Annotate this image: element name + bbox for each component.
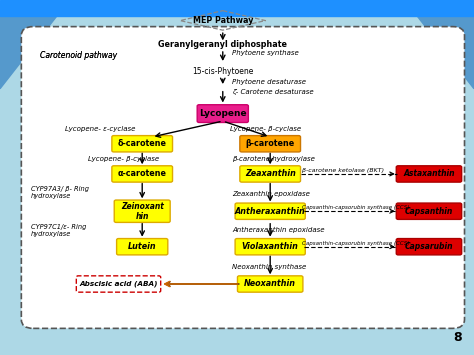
- Bar: [0, 0, 474, 16]
- Text: Abscisic acid (ABA): Abscisic acid (ABA): [79, 281, 158, 287]
- Text: Antheraxanthin: Antheraxanthin: [235, 207, 306, 216]
- Text: Lycopene- β-cyclase: Lycopene- β-cyclase: [230, 126, 301, 131]
- Text: β-carotene ketolase (BKT): β-carotene ketolase (BKT): [302, 168, 384, 173]
- Text: β-carotene hydroxylase: β-carotene hydroxylase: [232, 155, 315, 162]
- Text: 8: 8: [454, 331, 462, 344]
- Text: Zeaxanthin: Zeaxanthin: [245, 169, 296, 179]
- FancyBboxPatch shape: [235, 203, 305, 219]
- Text: Lycopene: Lycopene: [199, 109, 246, 118]
- Text: Capsanthin: Capsanthin: [405, 207, 453, 216]
- Text: δ-carotene: δ-carotene: [118, 139, 167, 148]
- FancyBboxPatch shape: [76, 276, 161, 292]
- Text: Capsanthin-capsorubin synthase (CCS): Capsanthin-capsorubin synthase (CCS): [302, 241, 410, 246]
- Text: CYP97A3/ β- Ring
hydroxylase: CYP97A3/ β- Ring hydroxylase: [31, 186, 89, 199]
- Text: β-carotene: β-carotene: [246, 139, 295, 148]
- Text: 15-cis-Phytoene: 15-cis-Phytoene: [192, 66, 254, 76]
- FancyBboxPatch shape: [117, 239, 168, 255]
- Text: CYP97C1/ε- Ring
hydroxylase: CYP97C1/ε- Ring hydroxylase: [31, 224, 86, 236]
- FancyBboxPatch shape: [237, 276, 303, 292]
- Text: Capsanthin-capsorubin synthase (CCS): Capsanthin-capsorubin synthase (CCS): [302, 205, 410, 210]
- FancyBboxPatch shape: [240, 136, 301, 152]
- FancyBboxPatch shape: [235, 239, 305, 255]
- FancyBboxPatch shape: [21, 27, 465, 328]
- Text: Lycopene- β-cyclase: Lycopene- β-cyclase: [88, 156, 159, 162]
- Text: Phytoene desaturase: Phytoene desaturase: [232, 78, 306, 85]
- FancyBboxPatch shape: [396, 203, 462, 219]
- Polygon shape: [417, 16, 474, 89]
- FancyBboxPatch shape: [240, 166, 301, 182]
- FancyBboxPatch shape: [396, 166, 462, 182]
- Text: Geranylgeranyl diphosphate: Geranylgeranyl diphosphate: [158, 40, 287, 49]
- Text: Antheraxanthin epoxidase: Antheraxanthin epoxidase: [232, 226, 325, 233]
- Polygon shape: [0, 16, 57, 89]
- Text: α-carotene: α-carotene: [118, 169, 167, 179]
- Text: Carotenoid pathway: Carotenoid pathway: [40, 50, 118, 60]
- Text: Lycopene- ε-cyclase: Lycopene- ε-cyclase: [65, 126, 135, 131]
- FancyBboxPatch shape: [112, 136, 173, 152]
- FancyBboxPatch shape: [114, 200, 170, 222]
- Text: Neoxanthin: Neoxanthin: [244, 279, 296, 289]
- Text: MEP Pathway: MEP Pathway: [192, 16, 253, 25]
- FancyBboxPatch shape: [197, 105, 248, 122]
- Text: Capsarubin: Capsarubin: [405, 242, 453, 251]
- Text: Astaxanthin: Astaxanthin: [403, 169, 455, 179]
- Text: Phytoene synthase: Phytoene synthase: [232, 50, 299, 56]
- Text: ζ- Carotene desaturase: ζ- Carotene desaturase: [232, 89, 314, 95]
- Text: Zeinoxant
hin: Zeinoxant hin: [121, 202, 164, 221]
- FancyBboxPatch shape: [112, 166, 173, 182]
- FancyBboxPatch shape: [396, 239, 462, 255]
- Text: Carotenoid pathway: Carotenoid pathway: [40, 50, 118, 60]
- Text: Violaxanthin: Violaxanthin: [242, 242, 299, 251]
- Text: Lutein: Lutein: [128, 242, 156, 251]
- Text: Neoxanthin synthase: Neoxanthin synthase: [232, 264, 307, 270]
- Text: Zeaxanthin epoxidase: Zeaxanthin epoxidase: [232, 191, 310, 197]
